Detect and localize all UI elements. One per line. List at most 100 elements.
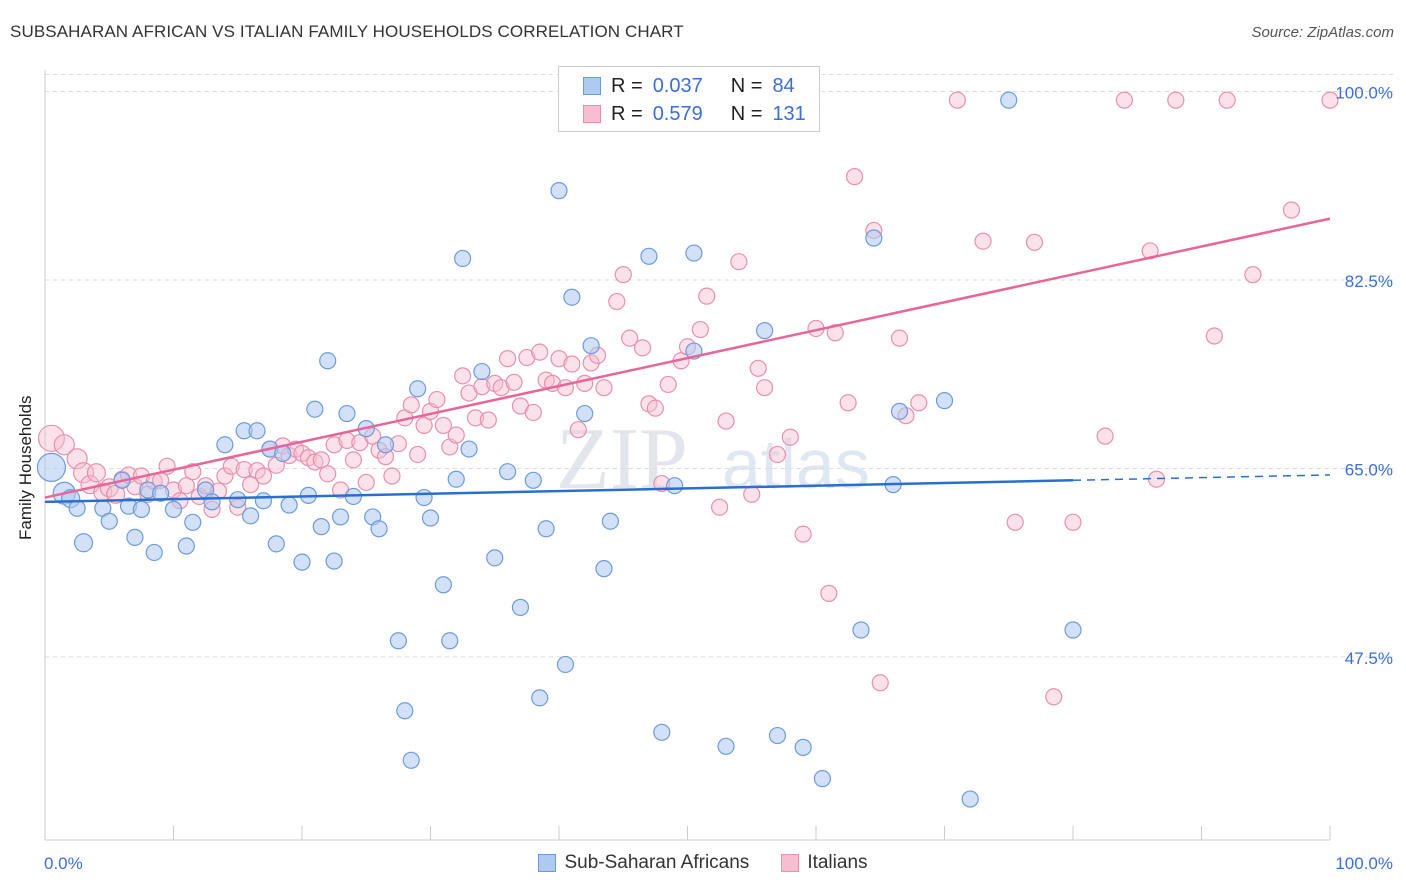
sub-saharan-point bbox=[582, 337, 600, 355]
sub-saharan-point bbox=[293, 553, 311, 571]
sub-saharan-point bbox=[511, 598, 530, 616]
legend-name-sub-saharan: Sub-Saharan Africans bbox=[564, 852, 750, 873]
italians-point bbox=[235, 460, 253, 479]
italians-point bbox=[1244, 266, 1262, 284]
x-tick-label-max: 100.0% bbox=[1335, 854, 1393, 873]
sub-saharan-point bbox=[145, 543, 163, 562]
italians-point bbox=[711, 498, 729, 516]
sub-saharan-point bbox=[203, 493, 221, 511]
sub-saharan-point bbox=[755, 322, 774, 340]
sub-saharan-point bbox=[312, 518, 330, 536]
sub-saharan-point bbox=[935, 392, 954, 410]
sub-saharan-point bbox=[794, 738, 812, 756]
sub-saharan-point bbox=[550, 182, 568, 200]
sub-saharan-point bbox=[164, 500, 183, 518]
italians-point bbox=[569, 421, 587, 439]
legend-n-value: 131 bbox=[772, 102, 806, 125]
italians-point bbox=[621, 329, 639, 347]
legend-item-sub-saharan: Sub-Saharan Africans bbox=[538, 852, 749, 874]
italians-point bbox=[86, 463, 107, 483]
legend-item-italians: Italians bbox=[781, 852, 868, 874]
legend-row-italians: R = 0.579 N = 131 bbox=[583, 101, 806, 127]
sub-saharan-point bbox=[434, 576, 452, 594]
legend-r-value: 0.037 bbox=[652, 74, 703, 97]
italians-point bbox=[357, 473, 375, 492]
sub-saharan-point bbox=[370, 520, 388, 538]
sub-saharan-point bbox=[306, 400, 324, 418]
sub-saharan-point bbox=[229, 491, 247, 509]
italians-point bbox=[492, 379, 510, 397]
italians-point bbox=[524, 403, 542, 422]
italians-point bbox=[781, 428, 799, 446]
watermark-atlas: atlas bbox=[722, 425, 870, 503]
legend-n-label: N = bbox=[730, 74, 763, 97]
italians-point bbox=[242, 476, 260, 494]
sub-saharan-point bbox=[376, 436, 395, 454]
italians-point bbox=[595, 379, 613, 397]
italians-point bbox=[402, 396, 420, 414]
sub-saharan-point bbox=[441, 632, 459, 650]
y-tick-label: 82.5% bbox=[1345, 272, 1393, 291]
italians-point bbox=[1205, 327, 1223, 345]
stats-legend: R = 0.037 N = 84 R = 0.579 N = 131 bbox=[558, 66, 820, 132]
legend-swatch-pink bbox=[781, 854, 800, 872]
sub-saharan-point bbox=[473, 362, 491, 381]
sub-saharan-point bbox=[319, 352, 337, 370]
italians-point bbox=[383, 467, 401, 485]
italians-point bbox=[1115, 91, 1134, 109]
italians-point bbox=[177, 477, 195, 495]
italians-point bbox=[608, 292, 626, 311]
sub-saharan-point bbox=[640, 247, 658, 265]
italians-point bbox=[730, 253, 748, 271]
sub-saharan-point bbox=[184, 513, 202, 531]
y-tick-label: 65.0% bbox=[1345, 460, 1393, 479]
italians-trend-line bbox=[44, 217, 1331, 499]
italians-point bbox=[1006, 513, 1024, 531]
sub-saharan-point bbox=[531, 689, 549, 707]
chart-title: SUBSAHARAN AFRICAN VS ITALIAN FAMILY HOU… bbox=[10, 22, 684, 41]
sub-saharan-point bbox=[396, 702, 414, 720]
italians-point bbox=[505, 373, 523, 391]
italians-point bbox=[1218, 91, 1236, 109]
legend-name-italians: Italians bbox=[807, 852, 868, 873]
sub-saharan-point bbox=[73, 533, 94, 553]
sub-saharan-point bbox=[556, 655, 575, 674]
sub-saharan-point bbox=[152, 484, 170, 502]
italians-point bbox=[755, 379, 774, 397]
italians-point bbox=[948, 91, 966, 109]
italians-point bbox=[1282, 201, 1301, 219]
italians-point bbox=[518, 348, 536, 367]
italians-point bbox=[974, 232, 992, 250]
legend-swatch-blue bbox=[538, 854, 557, 872]
legend-r-label: R = bbox=[611, 74, 643, 97]
sub-saharan-point bbox=[126, 528, 144, 546]
sub-saharan-point bbox=[216, 436, 234, 454]
italians-point bbox=[254, 467, 273, 485]
italians-point bbox=[576, 374, 594, 392]
y-tick-label: 100.0% bbox=[1335, 84, 1393, 103]
sub-saharan-point bbox=[421, 509, 440, 527]
sub-saharan-point bbox=[486, 549, 504, 567]
italians-point bbox=[845, 168, 864, 186]
sub-saharan-point bbox=[865, 229, 883, 247]
legend-r-label: R = bbox=[611, 102, 643, 125]
italians-point bbox=[717, 412, 735, 430]
sub-saharan-point bbox=[1000, 91, 1018, 109]
italians-points bbox=[37, 91, 1339, 706]
italians-point bbox=[563, 355, 581, 373]
italians-point bbox=[646, 399, 664, 417]
italians-point bbox=[614, 266, 632, 284]
italians-point bbox=[306, 453, 324, 471]
sub-saharan-point bbox=[267, 535, 285, 553]
sub-saharan-point bbox=[254, 492, 273, 510]
legend-swatch-blue bbox=[583, 77, 601, 95]
sub-saharan-point bbox=[242, 507, 260, 525]
italians-point bbox=[415, 416, 433, 434]
italians-point bbox=[691, 320, 709, 339]
sub-saharan-trend-extension bbox=[1072, 474, 1331, 482]
grid-lines bbox=[45, 74, 1395, 658]
italians-point bbox=[1045, 688, 1063, 706]
italians-point bbox=[409, 445, 427, 464]
italians-point bbox=[325, 436, 343, 454]
